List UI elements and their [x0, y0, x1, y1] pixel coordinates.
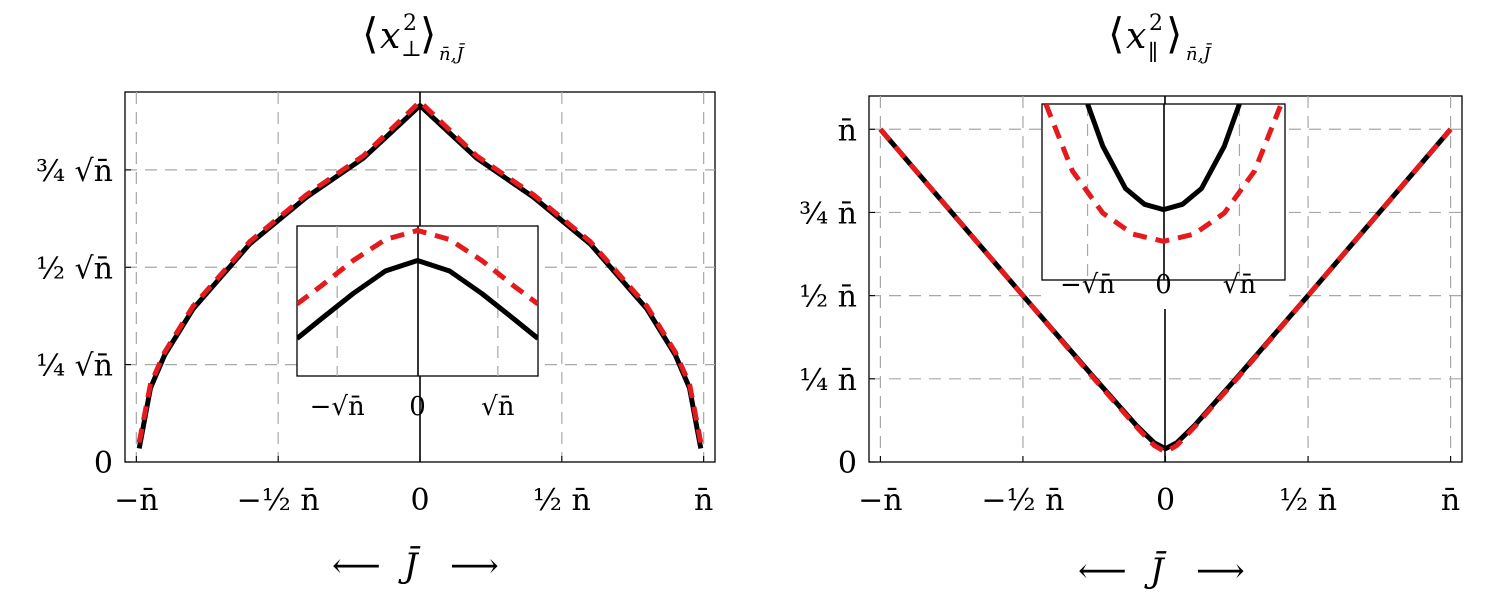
xlabel-right-var: J̄	[1144, 550, 1167, 591]
xlabel-right-arrow-left: ⟵	[1078, 551, 1127, 591]
xlabel-left-var: J̄	[398, 545, 421, 586]
title-right-open-bracket: ⟨	[1108, 9, 1124, 58]
inset-x-tick-label: 0	[409, 392, 426, 422]
inset-curves	[1043, 104, 1284, 244]
x-tick-label: −n̄	[114, 483, 158, 518]
inset-series-exact-line	[1085, 104, 1242, 213]
title-right-outer-sub: n̄,J̄	[1186, 42, 1212, 65]
title-right-close-bracket: ⟩	[1166, 9, 1182, 58]
series-approx-line	[878, 127, 1453, 455]
x-tick-label: 0	[1156, 483, 1175, 518]
xlabel-right-arrow-right: ⟶	[1196, 551, 1245, 591]
inset-series-exact-line	[297, 258, 538, 341]
plot-left-grid	[125, 92, 715, 462]
chart-left-xlabel: ⟵ J̄ ⟶	[332, 545, 499, 586]
y-tick-label: 0	[838, 446, 857, 481]
title-left-main: x	[380, 16, 400, 57]
inset-curves	[297, 227, 538, 341]
xlabel-left-arrow-left: ⟵	[332, 546, 381, 586]
plot-left-series	[136, 98, 704, 449]
inset-x-tick-label: √n̄	[1223, 270, 1257, 300]
plot-left-x-tick-labels: −n̄ −½ n̄ 0 ½ n̄ n̄	[114, 483, 713, 518]
series-exact-line	[136, 103, 704, 449]
chart-left-title: ⟨ x 2 ⊥ ⟩ n̄,J̄	[362, 9, 465, 65]
chart-left: ⟨ x 2 ⊥ ⟩ n̄,J̄ −n̄ −½ n̄ 0 ½ n̄ n̄ 0 ¼ √n̄ ½ …	[36, 9, 716, 586]
xlabel-left-arrow-right: ⟶	[450, 546, 499, 586]
inset-x-tick-label: −√n̄	[1060, 270, 1115, 300]
inset-x-tick-label: √n̄	[481, 392, 515, 422]
plot-right-y-tick-labels: 0 ¼ n̄ ½ n̄ ¾ n̄ n̄	[799, 113, 857, 481]
x-tick-label: n̄	[694, 483, 713, 518]
chart-right: ⟨ x 2 ∥ ⟩ n̄,J̄ −n̄ −½ n̄ 0 ½ n̄ n̄ 0 ¼ n̄ ½ n…	[799, 9, 1463, 591]
x-tick-label: ½ n̄	[533, 483, 591, 518]
plot-left-y-tick-labels: 0 ¼ √n̄ ½ √n̄ ¾ √n̄	[36, 154, 113, 481]
chart-right-xlabel: ⟵ J̄ ⟶	[1078, 550, 1245, 591]
x-tick-label: 0	[410, 483, 429, 518]
y-tick-label: ¾ n̄	[799, 196, 857, 231]
plot-left-ticks	[125, 169, 705, 463]
title-right-sup: 2	[1149, 11, 1163, 36]
inset-x-tick-label: 0	[1155, 270, 1172, 300]
inset-right-series	[1043, 104, 1284, 244]
y-tick-label: ¼ n̄	[799, 363, 857, 398]
x-tick-label: −½ n̄	[981, 483, 1064, 518]
x-tick-label: n̄	[1441, 483, 1460, 518]
title-right-sub: ∥	[1148, 41, 1158, 66]
plot-right-grid	[869, 96, 1462, 462]
plot-right-series	[878, 127, 1453, 455]
inset-x-tick-label: −√n̄	[310, 392, 365, 422]
title-left-sup: 2	[403, 11, 417, 36]
inset-right-x-tick-labels: −√n̄ 0 √n̄	[1060, 270, 1256, 300]
inset-left-series	[297, 227, 538, 341]
y-tick-label: ¾ √n̄	[36, 154, 113, 189]
inset-left-x-tick-labels: −√n̄ 0 √n̄	[310, 392, 515, 422]
x-tick-label: −½ n̄	[237, 483, 320, 518]
y-tick-label: 0	[94, 446, 113, 481]
title-left-open-bracket: ⟨	[362, 9, 378, 58]
x-tick-label: ½ n̄	[1279, 483, 1337, 518]
title-left-outer-sub: n̄,J̄	[439, 42, 465, 65]
title-left-close-bracket: ⟩	[420, 9, 436, 58]
inset-series-approx-line	[1043, 104, 1284, 244]
plot-right-x-tick-labels: −n̄ −½ n̄ 0 ½ n̄ n̄	[858, 483, 1460, 518]
y-tick-label: ½ √n̄	[36, 251, 113, 286]
inset-series-approx-line	[297, 227, 538, 307]
y-tick-label: ½ n̄	[799, 280, 857, 315]
title-left-sub: ⊥	[401, 37, 422, 62]
y-tick-label: ¼ √n̄	[36, 349, 113, 384]
inset-left-grid	[336, 226, 499, 376]
title-right-main: x	[1126, 16, 1146, 57]
y-tick-label: n̄	[838, 113, 857, 148]
x-tick-label: −n̄	[858, 483, 902, 518]
chart-right-title: ⟨ x 2 ∥ ⟩ n̄,J̄	[1108, 9, 1212, 66]
